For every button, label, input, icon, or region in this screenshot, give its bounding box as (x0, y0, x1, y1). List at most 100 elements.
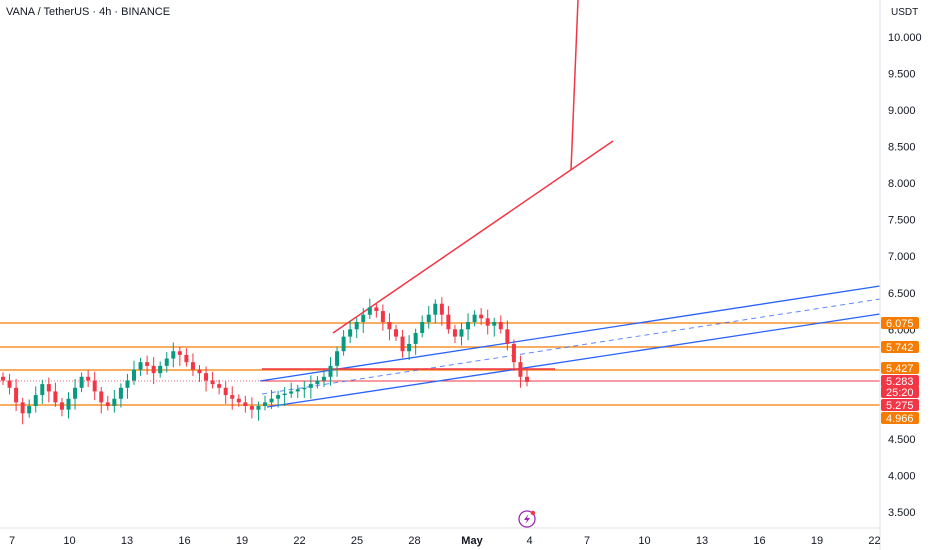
x-tick-label: May (461, 535, 483, 547)
candle (420, 315, 425, 338)
candle (73, 379, 78, 410)
red-target-line[interactable] (570, 0, 579, 171)
y-tick-label: 8.000 (888, 178, 916, 190)
price-tag-label: 5.742 (886, 342, 914, 354)
candle (276, 390, 281, 408)
x-tick-label: 7 (9, 535, 15, 547)
candle (479, 308, 484, 325)
x-tick-label: 25 (351, 535, 363, 547)
channel-upper-line[interactable] (259, 285, 881, 382)
y-tick-label: 6.500 (888, 288, 916, 300)
y-tick-label: 7.000 (888, 251, 916, 263)
price-axis[interactable]: 3.5004.0004.5005.0005.5006.0006.5007.000… (879, 0, 922, 550)
candle (321, 370, 326, 388)
candle (204, 366, 209, 392)
y-tick-label: 7.500 (888, 215, 916, 227)
flash-icon[interactable] (518, 510, 536, 528)
candle (361, 308, 366, 333)
candle (498, 315, 503, 334)
price-tag: 5.742 (881, 341, 919, 354)
candle (79, 372, 84, 393)
candle (446, 305, 451, 334)
price-tag-label: 5.283 (886, 376, 914, 388)
y-tick-label: 4.500 (888, 434, 916, 446)
candle (105, 395, 110, 411)
candle (328, 357, 333, 386)
candle (380, 304, 385, 331)
y-tick-label: 3.500 (888, 507, 916, 519)
candle (407, 335, 412, 360)
candle (92, 371, 97, 401)
candle (511, 339, 516, 371)
candle (492, 317, 497, 337)
x-tick-label: 10 (63, 535, 75, 547)
y-tick-label: 4.000 (888, 470, 916, 482)
y-tick-label: 8.500 (888, 142, 916, 154)
candle (269, 389, 274, 409)
candle (138, 357, 143, 377)
candle (151, 357, 156, 385)
x-tick-label: 13 (696, 535, 708, 547)
price-tag: 5.283 (881, 375, 919, 388)
candle (243, 395, 248, 413)
candle (335, 346, 340, 377)
candle (354, 317, 359, 339)
candle (33, 386, 38, 413)
candle (132, 360, 136, 385)
x-tick-label: 22 (293, 535, 305, 547)
candle (217, 379, 222, 395)
candle (40, 379, 45, 404)
candle (112, 389, 117, 413)
candle (302, 381, 307, 398)
x-tick-label: 10 (638, 535, 650, 547)
candles (1, 297, 529, 425)
candle (145, 355, 150, 375)
candle (525, 368, 529, 387)
candle (439, 297, 444, 326)
candle (341, 330, 346, 356)
candle (210, 371, 215, 389)
price-tag: 4.966 (881, 412, 919, 425)
candle (367, 298, 372, 320)
candle (99, 387, 104, 414)
candle (426, 305, 431, 329)
candle (53, 382, 58, 407)
candle (263, 395, 267, 411)
candle (289, 382, 294, 398)
y-tick-label: 9.000 (888, 105, 916, 117)
candle (472, 310, 477, 327)
candle (394, 324, 398, 341)
candle (66, 392, 71, 419)
x-tick-label: 16 (753, 535, 765, 547)
x-tick-label: 22 (868, 535, 880, 547)
trend-drawings (0, 0, 881, 408)
horizontal-levels (0, 322, 880, 406)
x-tick-label: 7 (584, 535, 590, 547)
candle (59, 398, 64, 417)
x-tick-label: 28 (408, 535, 420, 547)
price-tag: 5.427 (881, 362, 919, 375)
candle (27, 399, 32, 418)
time-axis[interactable]: 7 10 13 16 19 22 25 28 May 4 7 10 13 16 19 22 (0, 527, 881, 547)
price-tag-label: 5.427 (886, 363, 914, 375)
red-trend-line[interactable] (332, 140, 614, 334)
candle (315, 376, 320, 389)
candle (249, 397, 254, 419)
candle (452, 324, 457, 344)
candle (387, 313, 392, 341)
x-tick-label: 19 (236, 535, 248, 547)
chart-title: VANA / TetherUS · 4h · BINANCE (6, 6, 171, 18)
channel-lower-line[interactable] (266, 313, 881, 408)
price-tag-label: 5.275 (886, 400, 914, 412)
candle (1, 372, 5, 385)
price-tag: 25:20 (881, 386, 919, 399)
candle (256, 401, 261, 421)
candle (197, 365, 202, 382)
candle (282, 387, 287, 407)
y-tick-label: 9.500 (888, 69, 916, 81)
candle (118, 383, 123, 408)
candle (466, 313, 471, 341)
candle (46, 377, 51, 403)
